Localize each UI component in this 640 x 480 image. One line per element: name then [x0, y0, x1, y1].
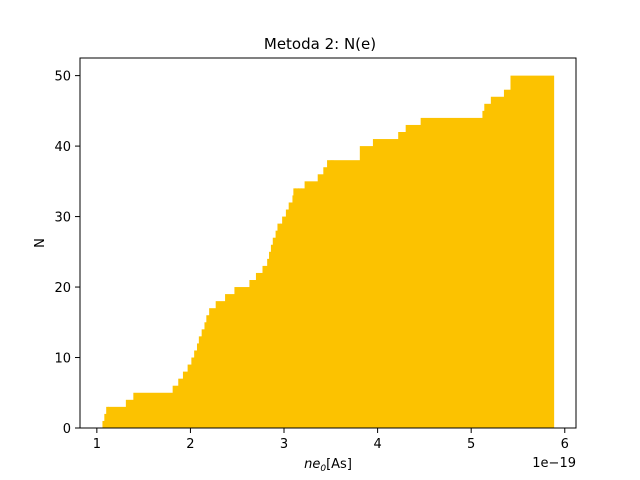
x-tick-label: 5	[467, 437, 475, 452]
step-bar	[125, 399, 134, 428]
x-tick-label: 4	[373, 437, 381, 452]
step-bar	[201, 329, 206, 428]
step-bar	[323, 167, 328, 429]
step-bar	[317, 174, 324, 428]
x-axis-label-unit: [As]	[326, 457, 352, 472]
step-bar	[194, 350, 198, 428]
step-bar	[330, 160, 334, 428]
x-axis-label: ne0[As]	[304, 457, 352, 474]
y-tick-label: 40	[54, 140, 71, 155]
step-bar	[133, 392, 174, 428]
axes-frame	[79, 57, 577, 429]
step-bar	[372, 139, 399, 429]
step-bar	[277, 223, 281, 428]
step-bar	[272, 237, 277, 428]
step-bar	[178, 378, 184, 428]
step-bar	[275, 230, 279, 428]
step-bar	[300, 188, 306, 428]
step-bar	[255, 272, 264, 428]
step-bar	[262, 265, 268, 428]
x-tick-label: 2	[186, 437, 194, 452]
step-bar	[198, 336, 202, 428]
step-bar	[327, 160, 332, 428]
step-bar	[298, 188, 302, 428]
y-tick-label: 50	[54, 70, 71, 85]
step-bar	[172, 385, 179, 428]
step-bar	[293, 188, 296, 428]
step-bar	[332, 160, 361, 428]
step-bar	[106, 406, 109, 428]
x-axis: 1 2 3 4 5 6	[93, 428, 569, 452]
step-bar	[503, 89, 512, 429]
step-bar	[187, 364, 192, 428]
step-bar	[484, 103, 492, 428]
step-bar	[104, 413, 107, 428]
step-bar	[288, 202, 294, 428]
x-tick-label: 3	[280, 437, 288, 452]
step-bar	[108, 406, 127, 428]
step-bar	[196, 343, 200, 428]
x-axis-label-subscript: 0	[320, 464, 326, 474]
step-bar	[215, 301, 226, 428]
chart-title: Metoda 2: N(e)	[264, 35, 376, 53]
step-bar	[295, 188, 299, 428]
step-bar	[267, 258, 270, 428]
x-axis-offset-text: 1e−19	[532, 456, 576, 471]
step-bar	[234, 287, 250, 428]
step-bar	[191, 357, 195, 428]
step-bar	[292, 195, 294, 428]
step-bar	[490, 96, 505, 428]
step-bar	[270, 244, 274, 428]
step-bar	[280, 223, 283, 428]
x-tick-label: 1	[93, 437, 101, 452]
step-bar	[200, 336, 203, 428]
step-bar	[282, 216, 287, 428]
x-axis-label-base: ne	[304, 457, 320, 472]
y-tick-label: 30	[54, 211, 71, 226]
step-bar	[102, 420, 105, 428]
step-bar	[304, 181, 319, 428]
y-tick-label: 0	[63, 422, 71, 437]
step-bar	[405, 124, 422, 428]
step-bar	[510, 75, 555, 429]
step-bar	[209, 308, 217, 428]
step-bar	[420, 117, 484, 429]
y-tick-label: 10	[54, 352, 71, 367]
y-axis-label: N	[33, 238, 48, 248]
step-bar	[285, 209, 290, 428]
step-bar	[206, 315, 210, 428]
plot-area	[102, 75, 555, 429]
step-bar	[225, 294, 236, 428]
step-bar	[269, 251, 272, 428]
step-bar	[204, 322, 207, 428]
x-tick-label: 6	[561, 437, 569, 452]
step-bar	[182, 371, 189, 428]
y-axis: 0 10 20 30 40 50	[54, 70, 80, 437]
step-bar	[359, 146, 374, 428]
step-bar	[249, 280, 257, 428]
step-bar	[482, 110, 485, 429]
step-bar	[398, 132, 407, 428]
y-tick-label: 20	[54, 281, 71, 296]
